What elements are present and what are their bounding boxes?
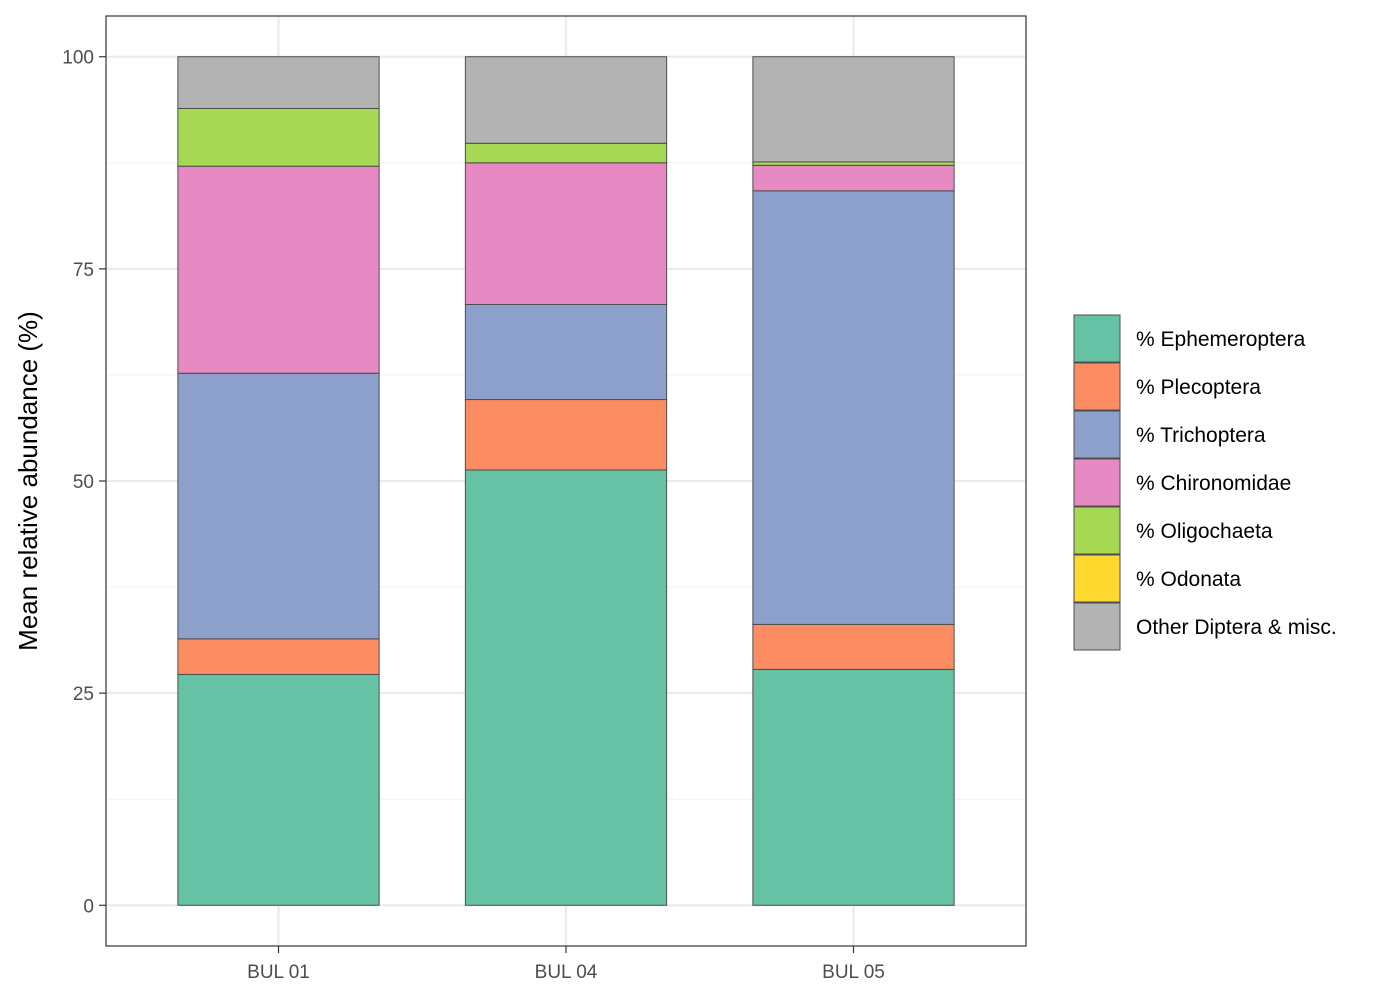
bar-segment bbox=[464, 142, 668, 164]
legend-key bbox=[1073, 458, 1121, 507]
y-tick-label: 0 bbox=[83, 896, 94, 917]
bar-segment bbox=[464, 304, 668, 401]
legend-label: % Odonata bbox=[1136, 568, 1241, 591]
y-tick-label: 50 bbox=[73, 472, 94, 493]
legend-label: % Plecoptera bbox=[1136, 376, 1261, 399]
bar-segment bbox=[177, 165, 380, 374]
x-tick-label: BUL 05 bbox=[822, 962, 885, 983]
x-tick-label: BUL 04 bbox=[535, 962, 598, 983]
bar-segment bbox=[752, 164, 955, 192]
legend-key bbox=[1073, 506, 1121, 555]
bar-segment bbox=[177, 107, 380, 167]
bar-segment bbox=[752, 161, 955, 166]
bar-segment bbox=[752, 190, 955, 625]
bar-segment bbox=[177, 56, 380, 109]
legend-label: % Chironomidae bbox=[1136, 472, 1291, 495]
bar-segment bbox=[464, 56, 668, 144]
y-axis: 0 25 50 75 100 bbox=[62, 48, 106, 917]
y-axis-title: Mean relative abundance (%) bbox=[13, 311, 43, 651]
y-tick-label: 75 bbox=[73, 260, 94, 281]
legend-label: % Ephemeroptera bbox=[1136, 328, 1306, 351]
bar-segment bbox=[464, 399, 668, 471]
y-tick-label: 100 bbox=[62, 48, 94, 69]
legend-key bbox=[1073, 554, 1121, 603]
bar-segment bbox=[464, 469, 668, 906]
bar-segment bbox=[177, 673, 380, 906]
bars bbox=[177, 56, 955, 906]
bar-segment bbox=[177, 372, 380, 640]
x-tick-label: BUL 01 bbox=[247, 962, 310, 983]
legend-key bbox=[1073, 362, 1121, 411]
legend: % Ephemeroptera % Plecoptera % Trichoptera… bbox=[1073, 314, 1337, 651]
bar-segment bbox=[752, 56, 955, 163]
x-axis: BUL 01 BUL 04 BUL 05 bbox=[247, 946, 885, 983]
legend-key bbox=[1073, 410, 1121, 459]
legend-label: Other Diptera & misc. bbox=[1136, 616, 1337, 639]
legend-label: % Trichoptera bbox=[1136, 424, 1266, 447]
legend-key bbox=[1073, 602, 1121, 651]
bar-segment bbox=[464, 162, 668, 306]
bar-segment bbox=[177, 638, 380, 675]
legend-label: % Oligochaeta bbox=[1136, 520, 1273, 543]
bar-segment bbox=[752, 623, 955, 670]
bar-segment bbox=[752, 668, 955, 906]
y-tick-label: 25 bbox=[73, 684, 94, 705]
legend-key bbox=[1073, 314, 1121, 363]
